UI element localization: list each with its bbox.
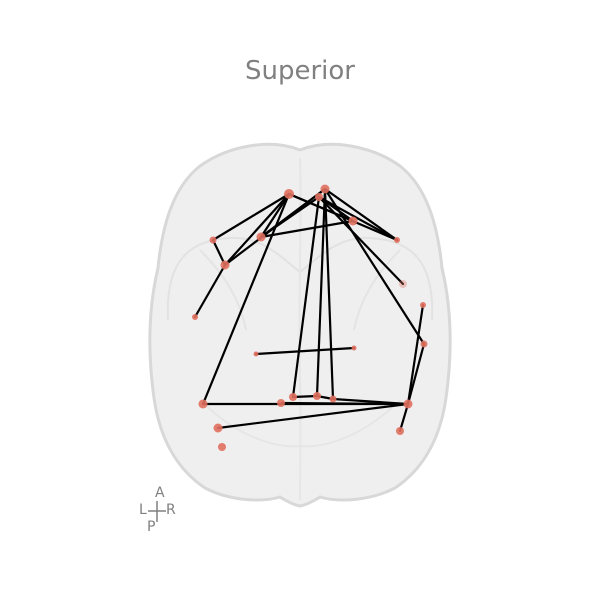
edge-n1-n4 bbox=[211, 192, 291, 242]
node-n18 bbox=[329, 395, 337, 403]
connectivity-edges bbox=[193, 187, 426, 433]
edge-n3-n10 bbox=[317, 195, 405, 286]
node-n22 bbox=[396, 427, 404, 435]
edge-n3-n16 bbox=[291, 195, 321, 399]
edge-n19-n11 bbox=[406, 303, 425, 406]
orientation-anterior-label: A bbox=[155, 485, 165, 501]
node-n6 bbox=[220, 260, 230, 270]
node-n20 bbox=[277, 399, 285, 407]
brain-occipital-fold bbox=[199, 399, 401, 448]
node-n2 bbox=[320, 184, 330, 194]
edge-n2-n17 bbox=[315, 187, 327, 398]
node-n17 bbox=[313, 392, 321, 400]
edge-n13-n19 bbox=[406, 342, 426, 406]
edge-n12-n14 bbox=[254, 346, 356, 356]
node-n4 bbox=[209, 236, 217, 244]
edge-n2-n18 bbox=[323, 187, 335, 401]
node-n8 bbox=[394, 237, 400, 243]
node-n3 bbox=[315, 193, 323, 201]
edge-n4-n6 bbox=[211, 238, 227, 267]
edge-n2-n8 bbox=[323, 187, 399, 242]
node-n16 bbox=[289, 393, 297, 401]
edge-n19-n22 bbox=[398, 402, 410, 433]
edge-n20-n19 bbox=[280, 401, 409, 406]
brain-temporal-lobe-right bbox=[353, 249, 401, 331]
node-n21 bbox=[213, 423, 223, 433]
node-n10 bbox=[399, 280, 407, 288]
orientation-cross-icon bbox=[148, 501, 166, 522]
edge-n5-n7 bbox=[259, 219, 355, 239]
connectivity-nodes bbox=[192, 184, 428, 451]
edge-n6-n9 bbox=[193, 263, 227, 319]
orientation-left-label: L bbox=[139, 502, 147, 518]
orientation-posterior-label: P bbox=[147, 519, 156, 535]
edge-n3-n5 bbox=[259, 195, 321, 239]
orientation-right-label: R bbox=[166, 502, 176, 518]
view-title: Superior bbox=[245, 56, 355, 86]
edge-n16-n17 bbox=[291, 394, 319, 399]
brain-outline bbox=[148, 142, 452, 508]
edge-n1-n6 bbox=[223, 192, 291, 267]
node-n7 bbox=[348, 216, 358, 226]
edge-n1-n5 bbox=[259, 192, 291, 239]
edge-n3-n7 bbox=[317, 195, 355, 223]
brain-midline bbox=[298, 157, 302, 501]
node-n23 bbox=[218, 443, 226, 451]
node-n9 bbox=[192, 314, 198, 320]
edge-n3-n8 bbox=[317, 195, 399, 242]
node-n12 bbox=[253, 351, 259, 357]
brain-temporal-lobe-left bbox=[199, 249, 247, 331]
node-n5 bbox=[256, 232, 266, 242]
node-n15 bbox=[198, 399, 208, 409]
edge-n21-n19 bbox=[216, 402, 410, 430]
node-n14 bbox=[351, 345, 357, 351]
node-n11 bbox=[420, 302, 426, 308]
edge-n1-n15 bbox=[201, 192, 291, 406]
node-n13 bbox=[420, 340, 428, 348]
node-n1 bbox=[284, 189, 294, 199]
node-n19 bbox=[403, 399, 413, 409]
edge-n2-n13 bbox=[323, 187, 426, 346]
